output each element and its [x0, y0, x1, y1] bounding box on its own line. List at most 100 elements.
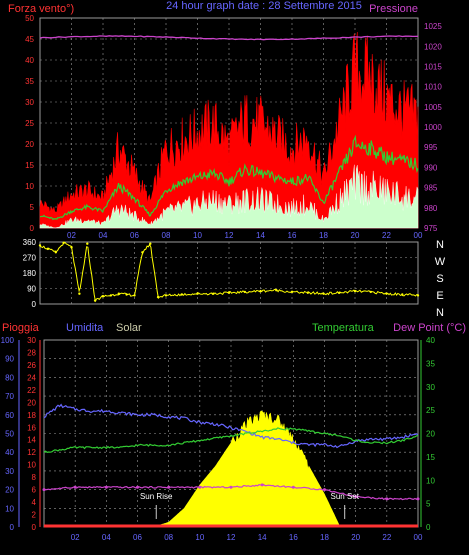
- rain-y-tick-label: 26: [27, 361, 36, 370]
- direction-y-tick-label: 360: [23, 238, 37, 247]
- wind-direction-point: [322, 292, 325, 295]
- dew-point-point: [416, 497, 420, 501]
- climate-x-tick-label: 02: [71, 533, 80, 542]
- wind-x-tick-label: 08: [162, 231, 171, 240]
- climate-x-tick-label: 12: [227, 533, 236, 542]
- humidity-y-tick-label: 40: [5, 448, 14, 457]
- humidity-title: Umidita: [66, 322, 104, 334]
- temperature-y-tick-label: 15: [426, 453, 435, 462]
- wind-x-tick-label: 16: [288, 231, 297, 240]
- wind-direction-point: [101, 295, 105, 298]
- rain-y-tick-label: 28: [27, 348, 36, 357]
- wind-direction-point: [212, 292, 215, 295]
- climate-x-tick-label: 06: [133, 533, 142, 542]
- wind-direction-point: [275, 289, 278, 292]
- pressure-y-tick-label: 980: [424, 204, 438, 213]
- rain-y-tick-label: 24: [27, 373, 36, 382]
- graph-date-title: 24 hour graph date : 28 Settembre 2015: [166, 0, 362, 12]
- dew-point-point: [167, 485, 171, 489]
- compass-label-n: N: [436, 239, 444, 251]
- dew-point-point: [291, 485, 295, 489]
- pressure-y-tick-label: 975: [424, 224, 438, 233]
- rain-y-tick-label: 0: [32, 523, 37, 532]
- wind-direction-point: [86, 242, 89, 245]
- dew-point-point: [354, 495, 358, 499]
- wind-direction-point: [149, 242, 152, 245]
- wind-direction-point: [385, 292, 388, 295]
- wind-direction-point: [164, 294, 168, 297]
- wind-x-tick-label: 12: [225, 231, 234, 240]
- wind-y-tick-label: 35: [25, 77, 34, 86]
- rain-y-tick-label: 16: [27, 423, 36, 432]
- temperature-y-tick-label: 35: [426, 359, 435, 368]
- wind-direction-point: [133, 294, 136, 297]
- wind-x-tick-label: 14: [256, 231, 265, 240]
- dew-point-title: Dew Point (°C): [393, 322, 466, 334]
- direction-y-tick-label: 270: [23, 254, 37, 263]
- wind-direction-point: [306, 291, 309, 294]
- wind-minimum-series: [39, 164, 419, 229]
- wind-y-tick-label: 30: [25, 98, 34, 107]
- rain-y-tick-label: 18: [27, 411, 36, 420]
- rain-y-tick-label: 22: [27, 386, 36, 395]
- temperature-y-tick-label: 5: [426, 500, 431, 509]
- humidity-y-tick-label: 100: [1, 336, 15, 345]
- wind-y-tick-label: 0: [30, 224, 35, 233]
- wind-direction-point: [416, 294, 420, 297]
- rain-y-tick-label: 10: [27, 461, 36, 470]
- wind-direction-point: [78, 292, 81, 295]
- wind-direction-point: [369, 290, 372, 294]
- pressure-y-tick-label: 1020: [424, 42, 442, 51]
- wind-y-tick-label: 15: [25, 161, 34, 170]
- pressure-y-tick-label: 1015: [424, 62, 442, 71]
- climate-x-tick-label: 10: [195, 533, 204, 542]
- wind-direction-point: [70, 246, 73, 249]
- climate-x-tick-label: 18: [320, 533, 329, 542]
- temperature-y-tick-label: 30: [426, 383, 435, 392]
- climate-panel: [18, 339, 422, 528]
- wind-direction-point: [196, 292, 199, 295]
- wind-y-tick-label: 50: [25, 14, 34, 23]
- wind-y-tick-label: 20: [25, 140, 34, 149]
- pressure-y-tick-label: 985: [424, 184, 438, 193]
- rain-y-tick-label: 30: [27, 336, 36, 345]
- wind-direction-point: [125, 293, 128, 296]
- wind-direction-point: [401, 293, 404, 296]
- solar-title: Solar: [116, 322, 142, 334]
- wind-direction-point: [62, 241, 65, 245]
- rain-title: Pioggia: [2, 322, 40, 334]
- direction-panel: [38, 241, 420, 305]
- temperature-title: Temperatura: [312, 322, 375, 334]
- wind-x-tick-label: 10: [193, 231, 202, 240]
- direction-y-tick-label: 90: [27, 285, 36, 294]
- rain-y-tick-label: 4: [32, 498, 37, 507]
- wind-x-tick-label: 04: [99, 231, 108, 240]
- wind-x-tick-label: 22: [382, 231, 391, 240]
- wind-direction-point: [156, 295, 160, 299]
- dew-point-point: [323, 488, 326, 492]
- direction-y-tick-label: 0: [32, 300, 37, 309]
- wind-direction-point: [227, 291, 231, 294]
- humidity-y-tick-label: 50: [5, 430, 14, 439]
- dew-point-point: [260, 483, 264, 487]
- wind-direction-point: [180, 293, 183, 296]
- pressure-y-tick-label: 995: [424, 143, 438, 152]
- dew-point-point: [136, 485, 139, 489]
- dew-point-point: [229, 485, 233, 489]
- wind-direction-point: [38, 244, 42, 247]
- wind-y-tick-label: 10: [25, 182, 34, 191]
- humidity-y-tick-label: 70: [5, 392, 14, 401]
- wind-direction-point: [338, 291, 341, 294]
- temperature-y-tick-label: 40: [426, 336, 435, 345]
- wind-gust-series: [39, 31, 419, 229]
- dew-point-point: [104, 485, 108, 489]
- wind-y-tick-label: 45: [25, 35, 34, 44]
- compass-label-e: E: [436, 290, 443, 302]
- climate-x-tick-label: 04: [102, 533, 111, 542]
- temperature-y-tick-label: 25: [426, 406, 435, 415]
- sun-rise-label: Sun Rise: [140, 492, 173, 501]
- wind-x-tick-label: 18: [319, 231, 328, 240]
- wind-y-tick-label: 5: [30, 203, 35, 212]
- temperature-y-tick-label: 20: [426, 430, 435, 439]
